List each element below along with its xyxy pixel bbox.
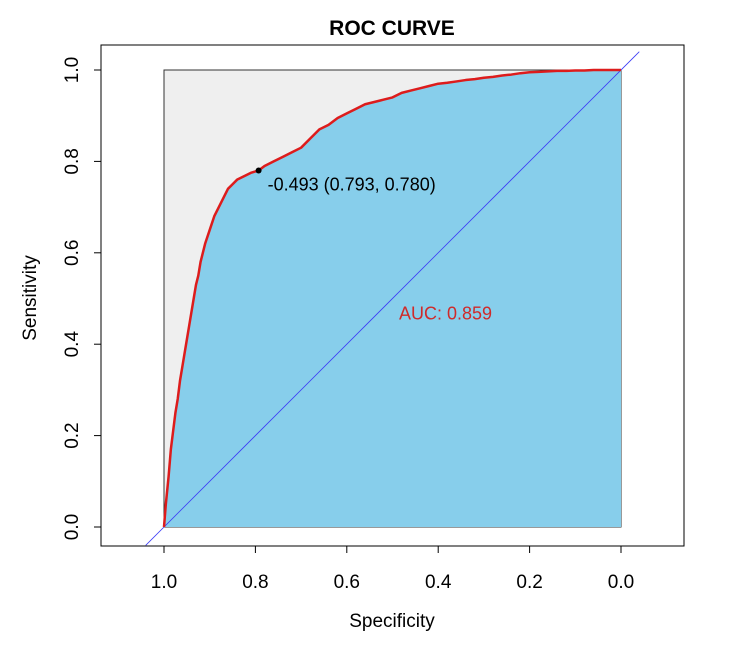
y-tick-label: 0.4 [62,331,83,358]
y-axis: 0.0 0.2 0.4 0.6 0.8 1.0 [62,57,102,540]
threshold-point [255,167,262,174]
roc-curve-line [162,68,621,528]
y-tick-label: 0.2 [62,422,83,448]
y-axis-title: Sensitivity [20,255,41,341]
x-axis: 1.0 0.8 0.6 0.4 0.2 0.0 [151,545,634,593]
x-tick-label: 0.4 [425,572,452,593]
y-tick-label: 0.8 [62,148,83,174]
x-axis-title: Specificity [349,611,435,632]
plot-area [145,51,640,546]
x-tick-label: 0.0 [608,572,634,593]
x-tick-label: 0.6 [334,572,360,593]
auc-label: AUC: 0.859 [399,304,492,324]
y-tick-label: 0.0 [62,514,83,540]
chance-diagonal-line [145,51,640,546]
chart-title: ROC CURVE [329,17,455,40]
y-tick-label: 0.6 [62,240,83,266]
threshold-label: -0.493 (0.793, 0.780) [268,175,436,195]
x-tick-label: 0.2 [516,572,542,593]
x-tick-label: 0.8 [242,572,268,593]
y-tick-label: 1.0 [62,57,83,83]
x-tick-label: 1.0 [151,572,177,593]
